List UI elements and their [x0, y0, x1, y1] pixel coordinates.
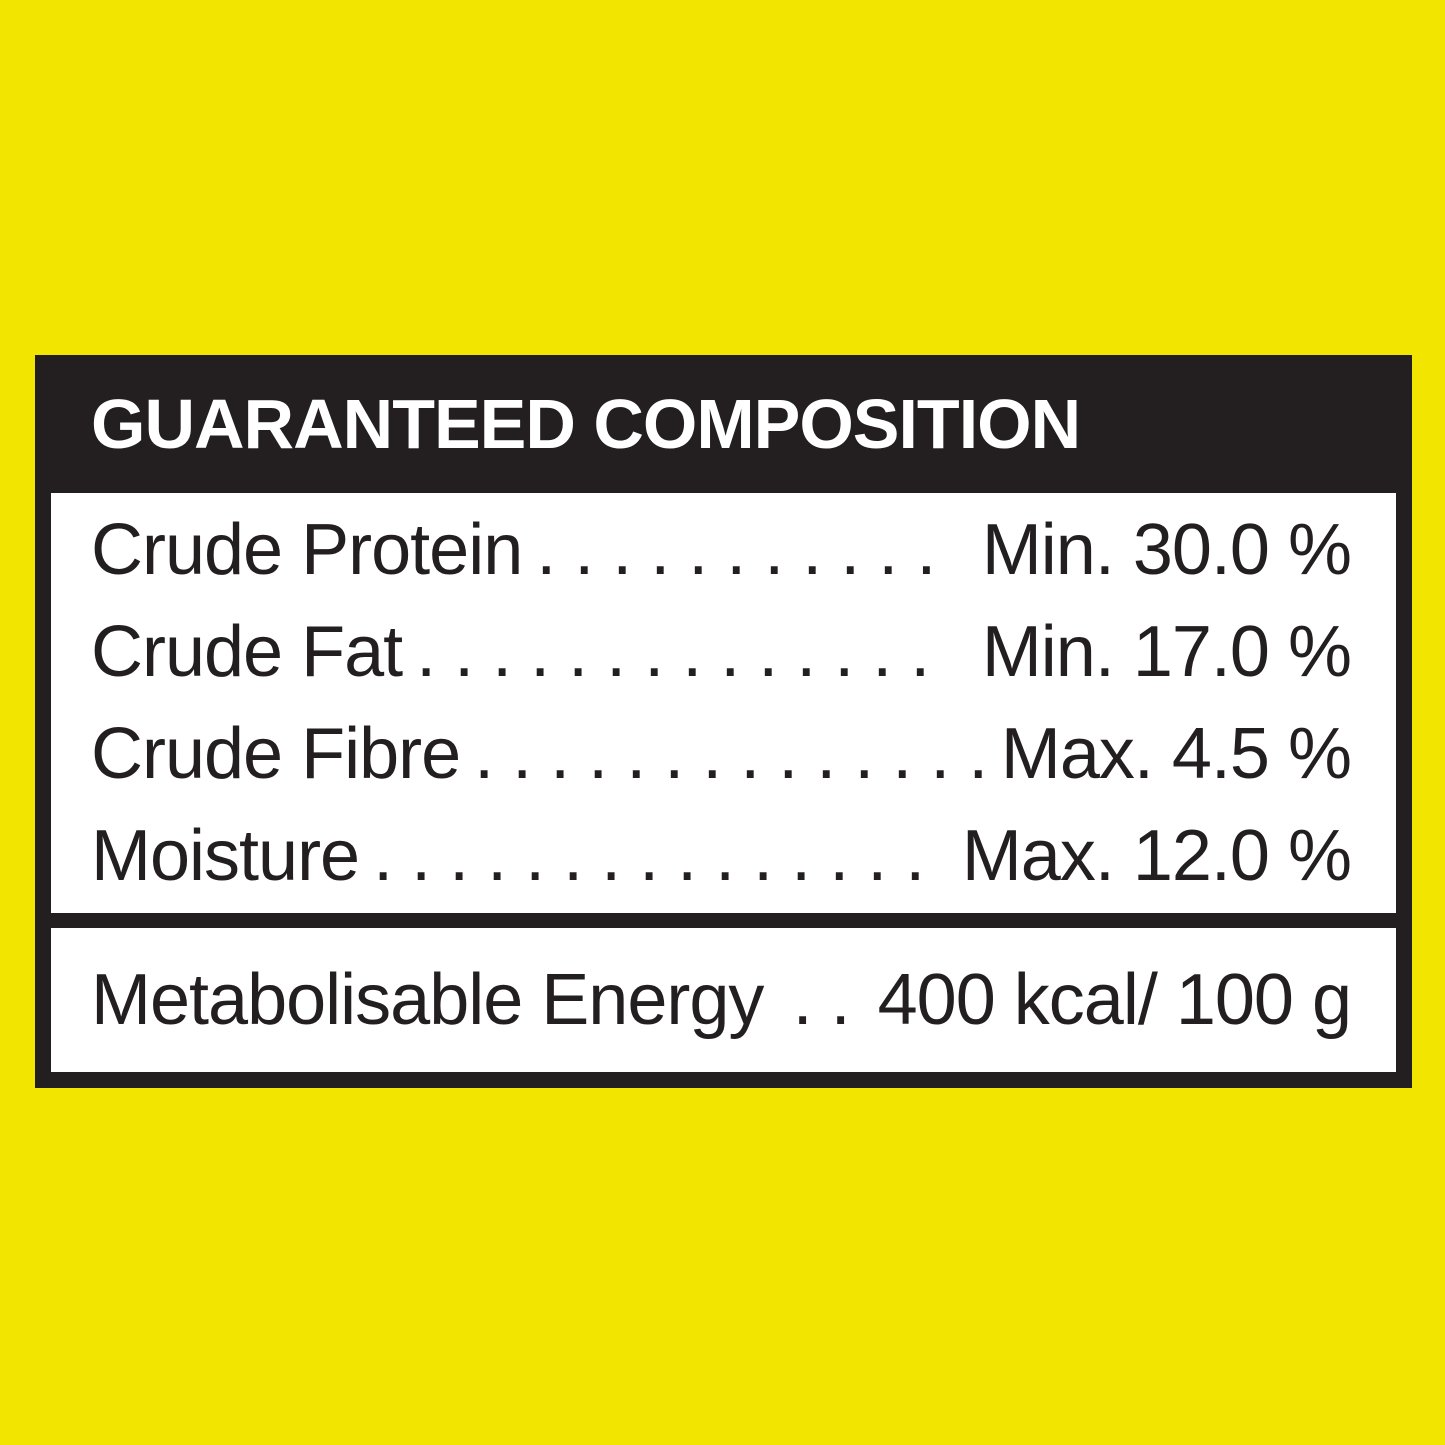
table-row-crude-protein: Crude Protein . . . . . . . . . . . Min.… [51, 514, 1396, 586]
metabolisable-energy-section: Metabolisable Energy . . 400 kcal/ 100 g [51, 928, 1396, 1072]
nutrient-label: Moisture [91, 816, 360, 896]
table-row-moisture: Moisture . . . . . . . . . . . . . . . .… [51, 820, 1396, 892]
nutrient-value: Max. 12.0 % [961, 816, 1352, 896]
panel-header: GUARANTEED COMPOSITION [51, 355, 1396, 493]
leader-dots: . . . . . . . . . . . [536, 514, 936, 586]
table-row-crude-fat: Crude Fat . . . . . . . . . . . . . . Mi… [51, 616, 1396, 688]
nutrient-label: Crude Fat [91, 612, 403, 692]
nutrient-label: Crude Protein [91, 510, 523, 590]
nutrient-label: Crude Fibre [91, 714, 461, 794]
nutrient-value: 400 kcal/ 100 g [877, 960, 1352, 1040]
nutrient-value: Max. 4.5 % [1000, 714, 1352, 794]
nutrient-label: Metabolisable Energy [91, 960, 764, 1040]
leader-dots: . . . . . . . . . . . . . . [416, 616, 930, 688]
panel-title: GUARANTEED COMPOSITION [91, 385, 1081, 463]
table-row-crude-fibre: Crude Fibre . . . . . . . . . . . . . . … [51, 718, 1396, 790]
leader-dots: . . . . . . . . . . . . . . . [474, 718, 987, 790]
composition-table: Crude Protein . . . . . . . . . . . Min.… [51, 493, 1396, 913]
leader-dots: . . . . . . . . . . . . . . . . [373, 820, 948, 892]
nutrient-value: Min. 30.0 % [981, 510, 1352, 590]
leader-dots: . . [792, 964, 850, 1036]
nutrient-value: Min. 17.0 % [981, 612, 1352, 692]
table-row-metabolisable-energy: Metabolisable Energy . . 400 kcal/ 100 g [51, 964, 1396, 1036]
guaranteed-composition-panel: GUARANTEED COMPOSITION Crude Protein . .… [35, 355, 1412, 1088]
